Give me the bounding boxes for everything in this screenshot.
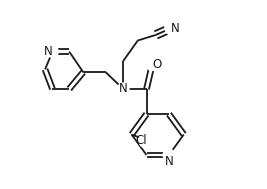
Circle shape [163,149,175,161]
Text: N: N [164,155,173,168]
Text: Cl: Cl [135,134,147,147]
Circle shape [117,83,129,95]
Circle shape [165,23,176,34]
Circle shape [47,46,58,57]
Circle shape [139,132,154,148]
Text: O: O [152,58,161,71]
Text: N: N [119,82,128,95]
Text: N: N [44,45,53,58]
Circle shape [146,59,158,70]
Text: N: N [171,22,179,35]
